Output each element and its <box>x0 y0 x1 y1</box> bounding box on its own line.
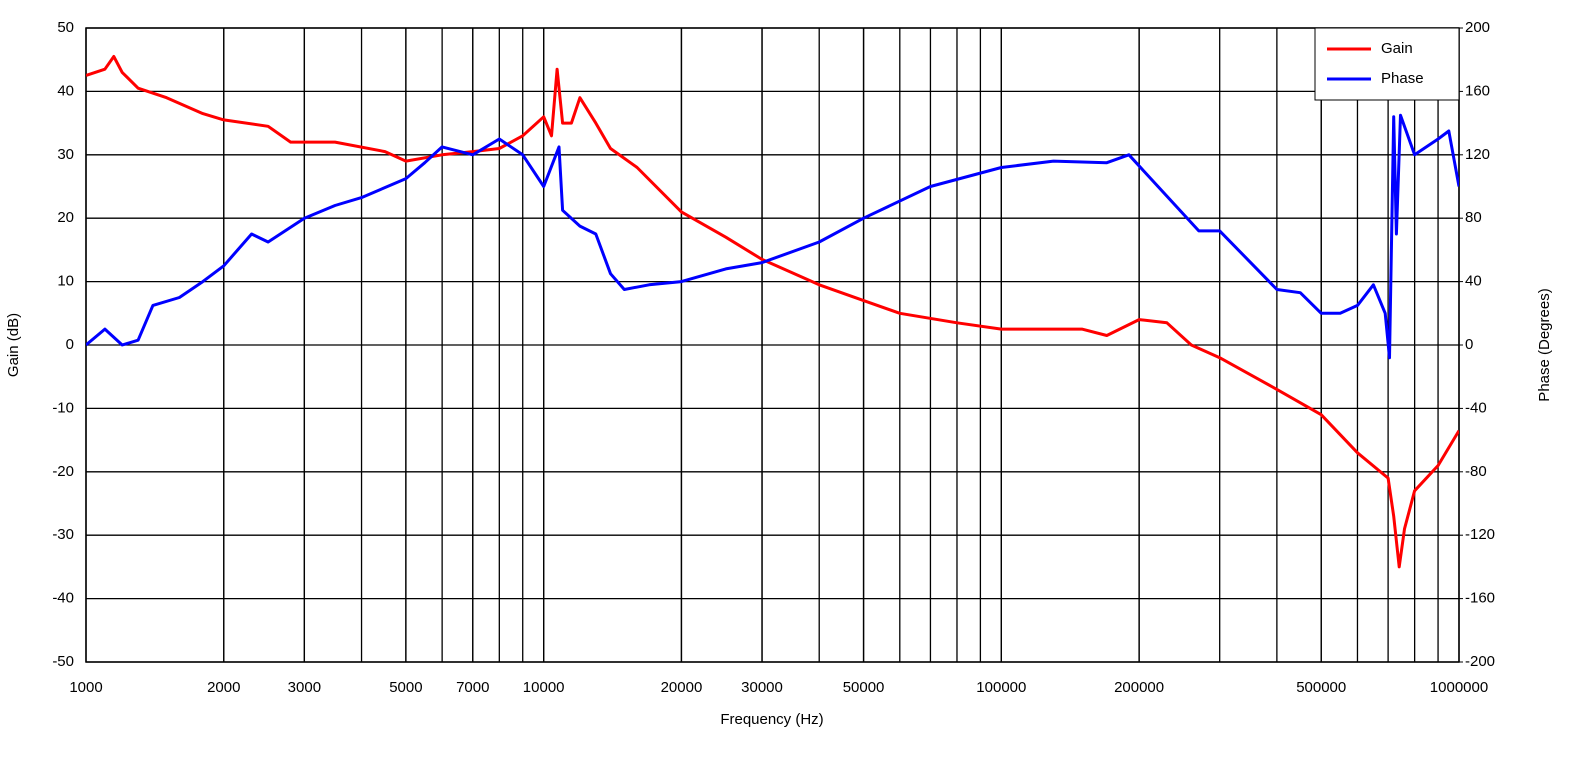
x-tick-label: 50000 <box>843 679 885 696</box>
y2-tick-label: 200 <box>1465 19 1490 36</box>
x-tick-label: 10000 <box>523 679 565 696</box>
x-tick-label: 500000 <box>1296 679 1346 696</box>
y-tick-label: 10 <box>57 273 74 290</box>
y2-tick-label: 40 <box>1465 273 1482 290</box>
y-tick-label: -10 <box>52 399 74 416</box>
y2-tick-label: -200 <box>1465 653 1495 670</box>
x-tick-label: 5000 <box>389 679 422 696</box>
y-tick-label: -40 <box>52 590 74 607</box>
y2-tick-label: -160 <box>1465 590 1495 607</box>
x-tick-label: 1000 <box>69 679 102 696</box>
y2-axis-title: Phase (Degrees) <box>1536 288 1553 401</box>
x-tick-label: 7000 <box>456 679 489 696</box>
legend-label: Gain <box>1381 40 1413 57</box>
y2-tick-label: -80 <box>1465 463 1487 480</box>
legend-label: Phase <box>1381 70 1424 87</box>
x-tick-label: 100000 <box>976 679 1026 696</box>
y-tick-label: 30 <box>57 146 74 163</box>
x-tick-label: 30000 <box>741 679 783 696</box>
x-tick-label: 2000 <box>207 679 240 696</box>
y-tick-label: -50 <box>52 653 74 670</box>
y2-tick-label: -40 <box>1465 399 1487 416</box>
x-tick-label: 20000 <box>661 679 703 696</box>
line-series <box>86 113 1459 360</box>
y2-tick-label: -120 <box>1465 526 1495 543</box>
y-tick-label: 20 <box>57 209 74 226</box>
y2-tick-label: 120 <box>1465 146 1490 163</box>
y-tick-label: -30 <box>52 526 74 543</box>
y-tick-label: 0 <box>66 336 74 353</box>
x-tick-label: 3000 <box>288 679 321 696</box>
x-axis-title: Frequency (Hz) <box>720 711 823 728</box>
y-tick-label: 50 <box>57 19 74 36</box>
line-series <box>86 55 1459 569</box>
y2-tick-label: 160 <box>1465 82 1490 99</box>
x-tick-label: 1000000 <box>1430 679 1488 696</box>
y-tick-label: 40 <box>57 82 74 99</box>
x-tick-label: 200000 <box>1114 679 1164 696</box>
y2-tick-label: 0 <box>1465 336 1473 353</box>
y2-tick-label: 80 <box>1465 209 1482 226</box>
y-tick-label: -20 <box>52 463 74 480</box>
y-axis-title: Gain (dB) <box>5 313 22 377</box>
legend-box <box>1314 27 1460 101</box>
